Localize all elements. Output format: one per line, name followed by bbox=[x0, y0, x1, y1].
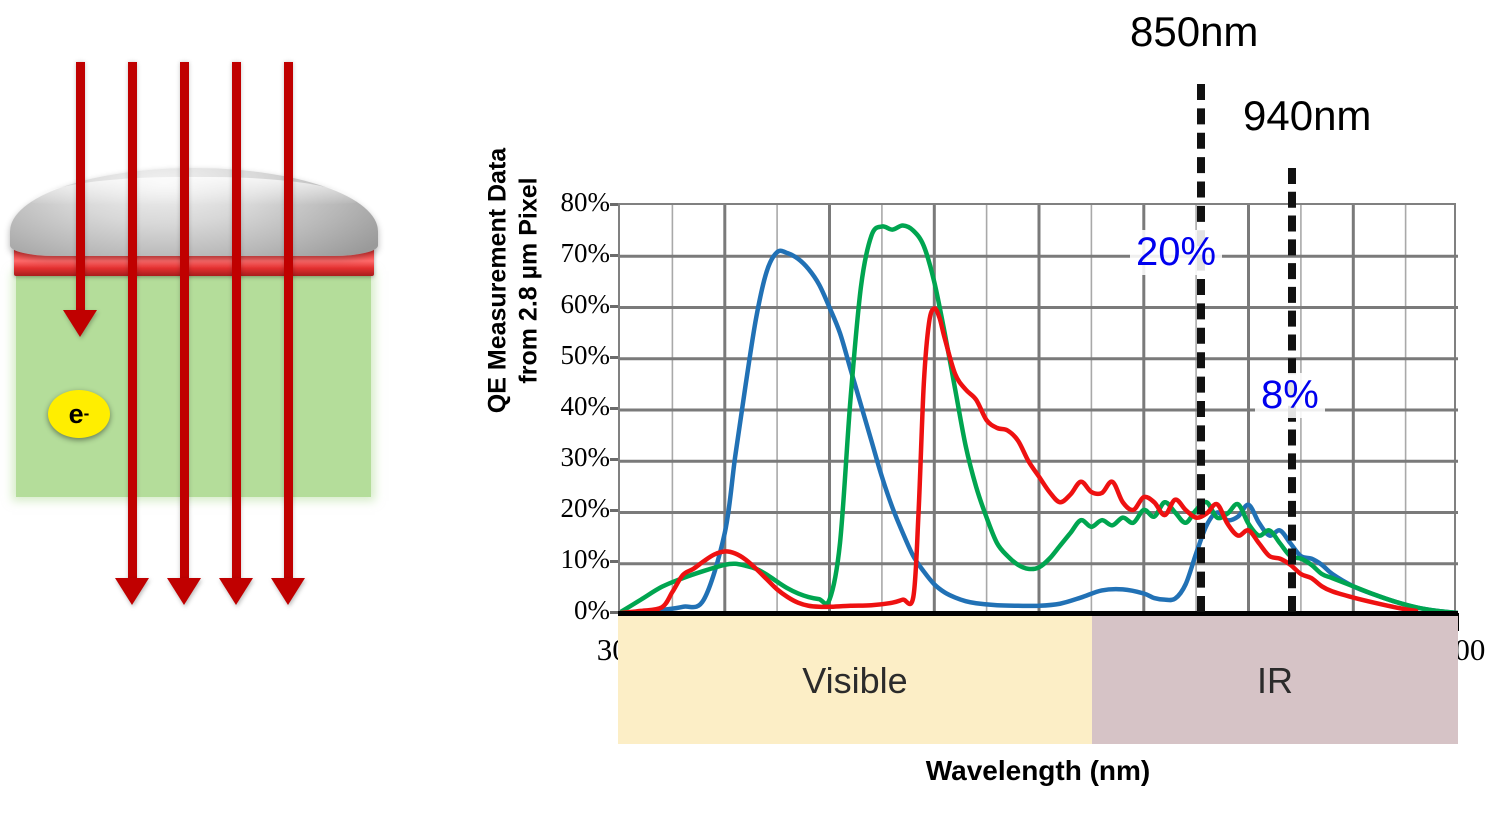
y-tick-mark-60 bbox=[610, 305, 622, 308]
y-tick-label-60: 60% bbox=[560, 289, 611, 319]
y-tick-mark-0 bbox=[610, 611, 622, 614]
light-ray-3 bbox=[180, 62, 189, 582]
light-ray-4 bbox=[232, 62, 241, 582]
light-ray-5-arrowhead bbox=[271, 578, 305, 605]
y-tick-mark-20 bbox=[610, 509, 622, 512]
electron-label: e bbox=[68, 398, 84, 429]
qe-spectral-response-chart: QE Measurement Data from 2.8 µm Pixel 80… bbox=[440, 0, 1500, 829]
series-line-red-channel bbox=[620, 306, 1419, 615]
y-axis-ticks: 80% 70% 60% 50% 40% 30% 20% 10% 0% bbox=[528, 187, 611, 625]
microlens-layer bbox=[10, 168, 378, 256]
y-tick-mark-40 bbox=[610, 407, 622, 410]
y-tick-mark-10 bbox=[610, 560, 622, 563]
y-tick-mark-70 bbox=[610, 254, 622, 257]
y-axis-title-line1: QE Measurement Data bbox=[483, 147, 512, 414]
pixel-cross-section-diagram: e- bbox=[0, 0, 420, 680]
y-tick-label-70: 70% bbox=[560, 238, 611, 268]
y-tick-label-10: 10% bbox=[560, 544, 611, 574]
marker-label-940nm: 940nm bbox=[1243, 92, 1372, 139]
light-ray-3-arrowhead bbox=[167, 578, 201, 605]
light-ray-2 bbox=[128, 62, 137, 582]
plot-area bbox=[618, 203, 1458, 615]
electron-badge: e- bbox=[48, 390, 110, 438]
plot-svg bbox=[620, 205, 1458, 615]
spectrum-band-visible: Visible bbox=[618, 616, 1092, 744]
light-ray-4-arrowhead bbox=[219, 578, 253, 605]
y-tick-label-20: 20% bbox=[560, 493, 611, 523]
light-ray-1-arrowhead bbox=[63, 310, 97, 337]
y-tick-label-50: 50% bbox=[560, 340, 611, 370]
y-tick-mark-80 bbox=[610, 203, 622, 206]
light-ray-2-arrowhead bbox=[115, 578, 149, 605]
y-tick-mark-50 bbox=[610, 356, 622, 359]
qe-callout-940nm: 8% bbox=[1255, 373, 1325, 418]
y-tick-label-30: 30% bbox=[560, 442, 611, 472]
series-line-green-channel bbox=[620, 223, 1458, 615]
marker-line-850nm bbox=[1197, 84, 1205, 612]
marker-label-850nm: 850nm bbox=[1130, 8, 1259, 55]
qe-callout-850nm: 20% bbox=[1130, 230, 1223, 275]
spectrum-band-ir: IR bbox=[1092, 616, 1458, 744]
y-tick-mark-30 bbox=[610, 458, 622, 461]
light-ray-5 bbox=[284, 62, 293, 582]
grid-major bbox=[620, 205, 1458, 615]
spectrum-band-visible-label: Visible bbox=[802, 660, 908, 701]
x-axis-title: Wavelength (nm) bbox=[925, 755, 1151, 786]
y-tick-label-40: 40% bbox=[560, 391, 611, 421]
spectrum-band-ir-label: IR bbox=[1257, 660, 1293, 701]
y-tick-label-0: 0% bbox=[574, 595, 610, 625]
light-ray-1 bbox=[76, 62, 85, 312]
silicon-substrate-layer bbox=[16, 275, 371, 497]
y-tick-label-80: 80% bbox=[560, 187, 611, 217]
